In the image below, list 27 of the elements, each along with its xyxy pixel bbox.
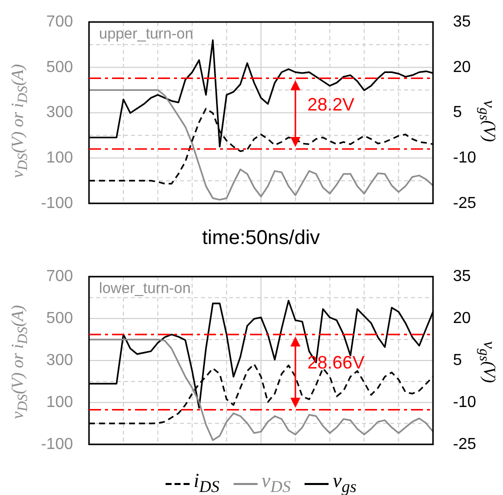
y2-tick-label: -25 bbox=[453, 194, 476, 212]
y-tick-label: 100 bbox=[46, 149, 74, 166]
y2-tick-label: 35 bbox=[453, 268, 471, 286]
y2-tick-label: 5 bbox=[453, 352, 462, 369]
y2-tick-label: 20 bbox=[453, 310, 471, 327]
y2-tick-label: -10 bbox=[453, 149, 476, 166]
y-tick-label: -100 bbox=[40, 436, 74, 453]
annotation: 28.2V bbox=[307, 94, 354, 115]
y-tick-label: 100 bbox=[46, 394, 74, 411]
y-tick-label: -100 bbox=[40, 194, 74, 212]
annotation: 28.66V bbox=[307, 352, 364, 373]
y-tick-label: 500 bbox=[46, 58, 74, 76]
y-tick-label: 300 bbox=[46, 352, 74, 369]
y2-tick-label: 35 bbox=[453, 13, 471, 30]
chart-title: upper_turn-on bbox=[99, 26, 194, 43]
y2-tick-label: 20 bbox=[453, 58, 471, 76]
legend-label: v$_{DS}$ bbox=[261, 470, 291, 495]
y-tick-label: 500 bbox=[46, 310, 74, 327]
y2-tick-label: 5 bbox=[453, 104, 462, 122]
chart-title: lower_turn-on bbox=[99, 280, 191, 298]
y2-tick-label: -25 bbox=[453, 436, 476, 453]
y-tick-label: 700 bbox=[46, 268, 74, 286]
y-tick-label: 300 bbox=[46, 104, 74, 122]
y2-tick-label: -10 bbox=[453, 394, 476, 411]
legend-label: i$_{DS}$ bbox=[194, 470, 220, 495]
x-axis-title: time:50ns/div bbox=[202, 227, 320, 250]
y-tick-label: 700 bbox=[46, 13, 74, 30]
